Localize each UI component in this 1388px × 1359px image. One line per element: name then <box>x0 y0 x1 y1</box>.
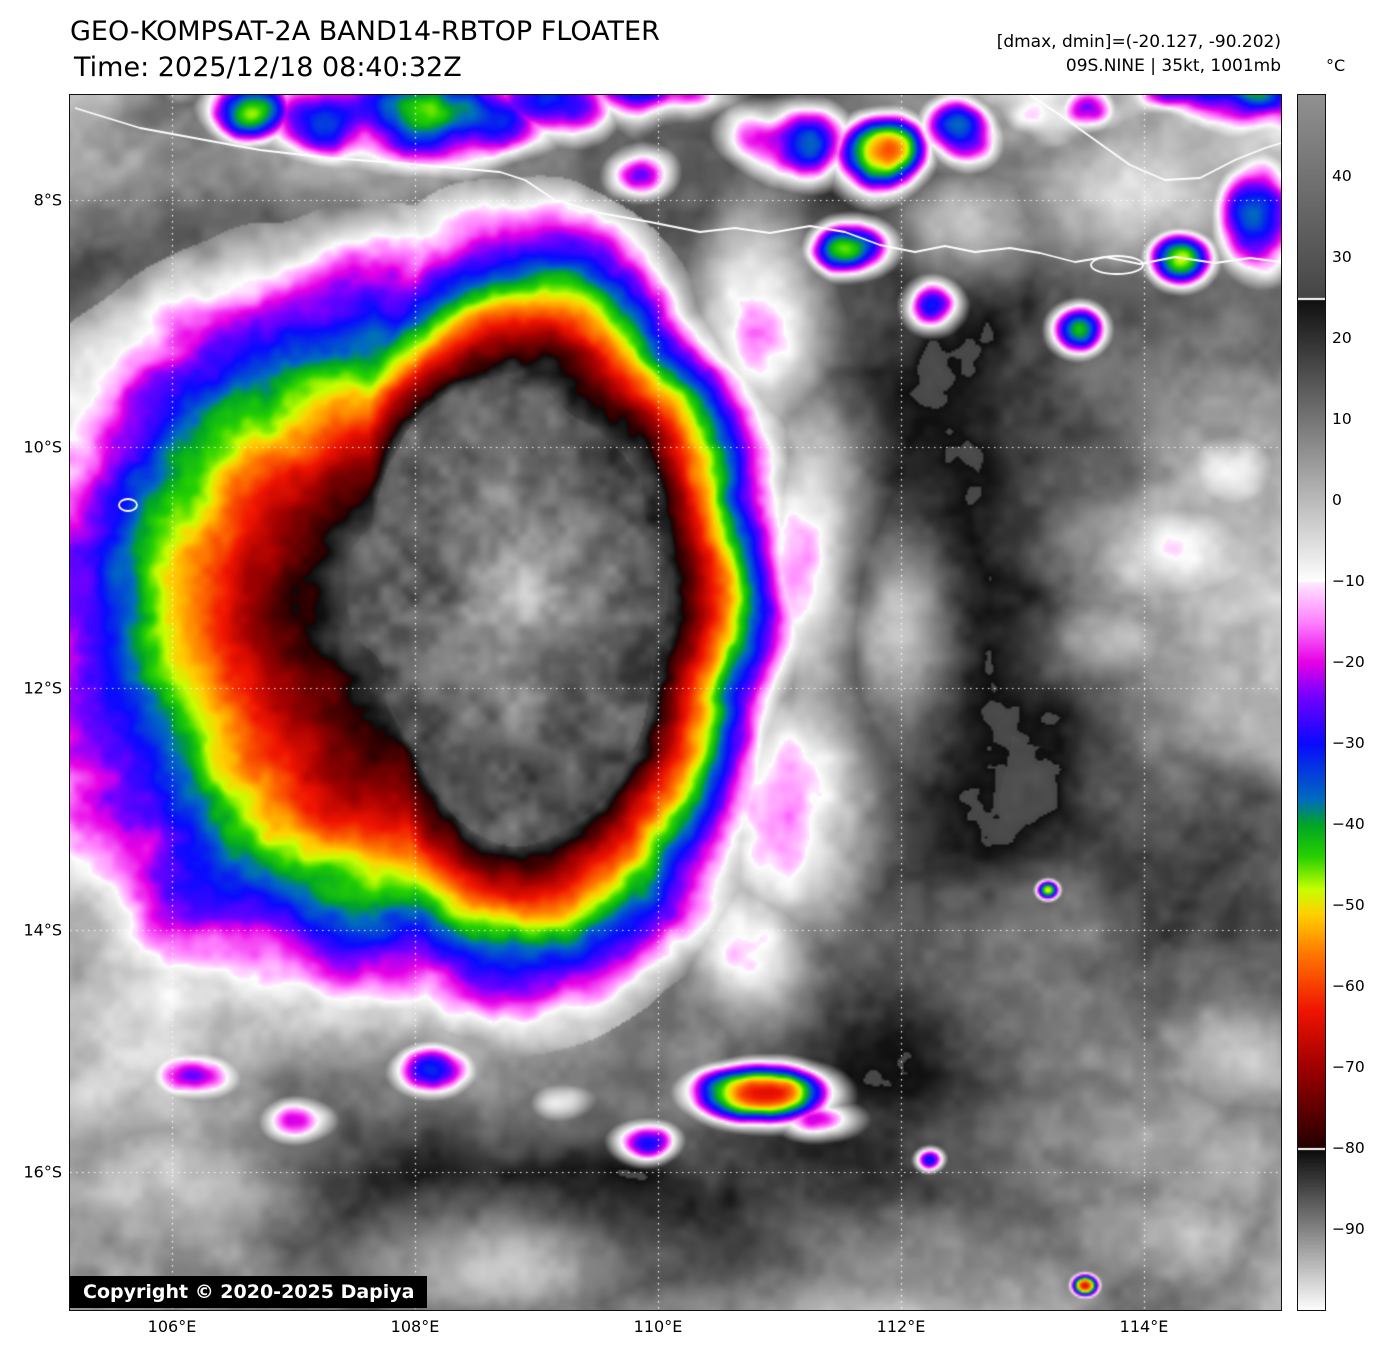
colorbar-tick-label: −90 <box>1332 1220 1365 1238</box>
satellite-map: Copyright © 2020-2025 Dapiya <box>69 94 1282 1311</box>
colorbar-tick-label: 10 <box>1332 410 1352 428</box>
lon-tick-label: 110°E <box>633 1317 683 1336</box>
lon-tick-label: 114°E <box>1119 1317 1169 1336</box>
colorbar <box>1297 94 1326 1311</box>
lon-tick-label: 106°E <box>147 1317 197 1336</box>
colorbar-unit-label: °C <box>1326 56 1346 75</box>
storm-info-readout: 09S.NINE | 35kt, 1001mb <box>1065 56 1281 76</box>
colorbar-canvas <box>1298 95 1325 1310</box>
dmax-dmin-readout: [dmax, dmin]=(-20.127, -90.202) <box>996 32 1281 52</box>
colorbar-tick-label: 20 <box>1332 329 1352 347</box>
colorbar-tick-label: −30 <box>1332 734 1365 752</box>
header-right: [dmax, dmin]=(-20.127, -90.202) 09S.NINE… <box>997 30 1281 78</box>
colorbar-tick-label: −80 <box>1332 1139 1365 1157</box>
colorbar-tick-label: 30 <box>1332 248 1352 266</box>
colorbar-tick-label: −60 <box>1332 977 1365 995</box>
colorbar-tick-label: 0 <box>1332 491 1342 509</box>
page-title: GEO-KOMPSAT-2A BAND14-RBTOP FLOATER <box>70 16 660 47</box>
satellite-canvas <box>70 95 1281 1310</box>
lat-tick-label: 8°S <box>33 190 62 210</box>
lon-tick-label: 108°E <box>390 1317 440 1336</box>
colorbar-tick-label: −20 <box>1332 653 1365 671</box>
lat-tick-label: 12°S <box>23 678 62 698</box>
timestamp: Time: 2025/12/18 08:40:32Z <box>74 52 462 83</box>
lon-tick-label: 112°E <box>876 1317 926 1336</box>
lat-tick-label: 14°S <box>23 920 62 940</box>
colorbar-tick-label: −10 <box>1332 572 1365 590</box>
copyright-badge: Copyright © 2020-2025 Dapiya <box>70 1276 428 1308</box>
colorbar-tick-label: −50 <box>1332 896 1365 914</box>
colorbar-tick-label: 40 <box>1332 167 1352 185</box>
lat-tick-label: 10°S <box>23 437 62 457</box>
lat-tick-label: 16°S <box>23 1162 62 1182</box>
colorbar-tick-label: −70 <box>1332 1058 1365 1076</box>
colorbar-tick-label: −40 <box>1332 815 1365 833</box>
